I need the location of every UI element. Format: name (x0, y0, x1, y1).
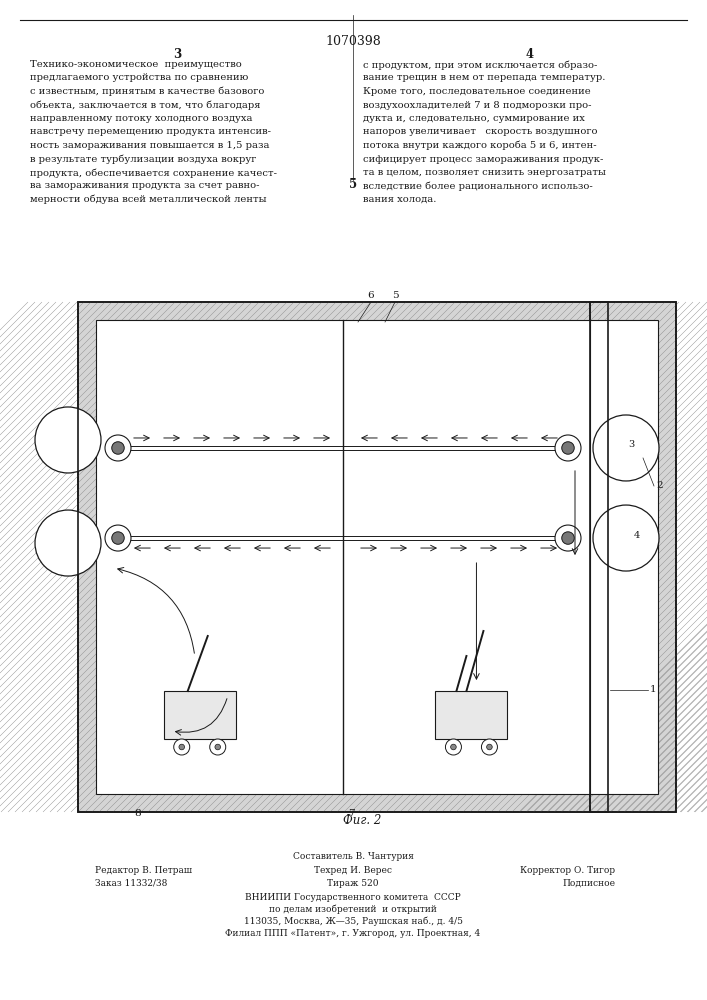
Text: с продуктом, при этом исключается образо-: с продуктом, при этом исключается образо… (363, 60, 597, 70)
Circle shape (35, 407, 101, 473)
Text: с известным, принятым в качестве базового: с известным, принятым в качестве базовог… (30, 87, 264, 97)
Text: 7: 7 (348, 809, 354, 818)
Text: 113035, Москва, Ж—35, Раушская наб., д. 4/5: 113035, Москва, Ж—35, Раушская наб., д. … (243, 917, 462, 926)
Text: ность замораживания повышается в 1,5 раза: ность замораживания повышается в 1,5 раз… (30, 141, 269, 150)
Text: 1070398: 1070398 (325, 35, 381, 48)
Bar (78, 302, 608, 812)
Text: предлагаемого устройства по сравнению: предлагаемого устройства по сравнению (30, 74, 248, 83)
Text: 4: 4 (634, 531, 641, 540)
Circle shape (593, 415, 659, 481)
Text: 3: 3 (628, 440, 634, 449)
Text: та в целом, позволяет снизить энергозатраты: та в целом, позволяет снизить энергозатр… (363, 168, 606, 177)
Circle shape (105, 435, 131, 461)
Circle shape (210, 739, 226, 755)
Text: вания холода.: вания холода. (363, 195, 436, 204)
Text: Фиг. 2: Фиг. 2 (343, 814, 381, 827)
Text: Заказ 11332/38: Заказ 11332/38 (95, 879, 168, 888)
Text: Тираж 520: Тираж 520 (327, 879, 379, 888)
Text: 3: 3 (173, 48, 181, 61)
Circle shape (555, 525, 581, 551)
Text: Филиал ППП «Патент», г. Ужгород, ул. Проектная, 4: Филиал ППП «Патент», г. Ужгород, ул. Про… (226, 929, 481, 938)
Bar (590, 320, 658, 794)
Circle shape (174, 739, 189, 755)
Text: навстречу перемещению продукта интенсив-: навстречу перемещению продукта интенсив- (30, 127, 271, 136)
Text: объекта, заключается в том, что благодаря: объекта, заключается в том, что благодар… (30, 101, 260, 110)
Text: 1: 1 (650, 685, 657, 694)
Text: Редактор В. Петраш: Редактор В. Петраш (95, 866, 192, 875)
Text: Подписное: Подписное (562, 879, 615, 888)
Text: Корректор О. Тигор: Корректор О. Тигор (520, 866, 615, 875)
Text: направленному потоку холодного воздуха: направленному потоку холодного воздуха (30, 114, 252, 123)
Text: 5: 5 (392, 291, 398, 300)
Text: 6: 6 (368, 291, 374, 300)
Text: в результате турбулизации воздуха вокруг: в результате турбулизации воздуха вокруг (30, 154, 257, 164)
Text: ва замораживания продукта за счет равно-: ва замораживания продукта за счет равно- (30, 182, 259, 190)
Text: ВНИИПИ Государственного комитета  СССР: ВНИИПИ Государственного комитета СССР (245, 893, 461, 902)
Text: напоров увеличивает   скорость воздушного: напоров увеличивает скорость воздушного (363, 127, 597, 136)
Text: сифицирует процесс замораживания продук-: сифицирует процесс замораживания продук- (363, 154, 603, 163)
Circle shape (445, 739, 462, 755)
Circle shape (450, 744, 456, 750)
Bar (78, 302, 608, 812)
Circle shape (179, 744, 185, 750)
Text: вследствие более рационального использо-: вследствие более рационального использо- (363, 182, 592, 191)
Text: Технико-экономическое  преимущество: Технико-экономическое преимущество (30, 60, 242, 69)
Circle shape (562, 532, 574, 544)
Circle shape (35, 510, 101, 576)
Bar (96, 320, 590, 794)
Text: 5: 5 (349, 178, 357, 191)
Circle shape (593, 505, 659, 571)
Text: 2: 2 (656, 481, 662, 490)
Bar (590, 302, 676, 812)
Text: продукта, обеспечивается сохранение качест-: продукта, обеспечивается сохранение каче… (30, 168, 277, 178)
Bar (436, 691, 508, 739)
Text: 8: 8 (135, 809, 141, 818)
Text: Составитель В. Чантурия: Составитель В. Чантурия (293, 852, 414, 861)
Circle shape (112, 442, 124, 454)
Text: потока внутри каждого короба 5 и 6, интен-: потока внутри каждого короба 5 и 6, инте… (363, 141, 597, 150)
Text: воздухоохладителей 7 и 8 подморозки про-: воздухоохладителей 7 и 8 подморозки про- (363, 101, 592, 109)
Text: по делам изобретений  и открытий: по делам изобретений и открытий (269, 905, 437, 914)
Text: вание трещин в нем от перепада температур.: вание трещин в нем от перепада температу… (363, 74, 605, 83)
Circle shape (562, 442, 574, 454)
Bar (590, 302, 676, 812)
Circle shape (105, 525, 131, 551)
Text: Кроме того, последовательное соединение: Кроме того, последовательное соединение (363, 87, 591, 96)
Bar (164, 691, 235, 739)
Circle shape (112, 532, 124, 544)
Text: мерности обдува всей металлической ленты: мерности обдува всей металлической ленты (30, 195, 267, 205)
Circle shape (486, 744, 492, 750)
Text: 4: 4 (526, 48, 534, 61)
Text: дукта и, следовательно, суммирование их: дукта и, следовательно, суммирование их (363, 114, 585, 123)
Circle shape (555, 435, 581, 461)
Circle shape (481, 739, 498, 755)
Circle shape (215, 744, 221, 750)
Text: Техред И. Верес: Техред И. Верес (314, 866, 392, 875)
